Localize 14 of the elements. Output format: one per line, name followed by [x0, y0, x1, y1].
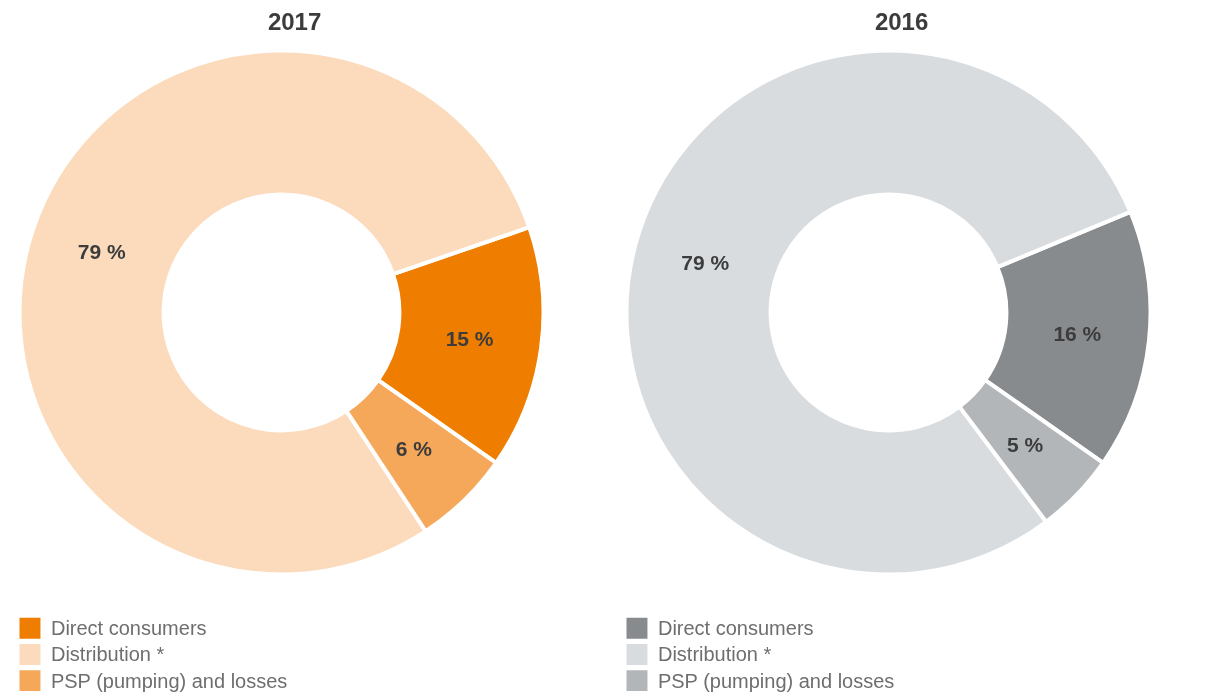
legend-label: Distribution * — [50, 643, 165, 666]
legend-label: PSP (pumping) and losses — [657, 669, 895, 692]
chart-title: 2016 — [874, 8, 929, 36]
legend-label: Distribution * — [657, 643, 772, 666]
legend-label: Direct consumers — [50, 617, 207, 640]
legend-label: PSP (pumping) and losses — [50, 669, 288, 692]
chart-title: 2017 — [267, 8, 322, 36]
data-label: 79 % — [681, 251, 730, 275]
data-label: 16 % — [1053, 321, 1102, 345]
data-label: 15 % — [445, 327, 494, 351]
data-label: 79 % — [77, 239, 126, 263]
data-label: 5 % — [1007, 432, 1044, 456]
legend-label: Direct consumers — [657, 617, 814, 640]
data-label: 6 % — [395, 437, 433, 461]
